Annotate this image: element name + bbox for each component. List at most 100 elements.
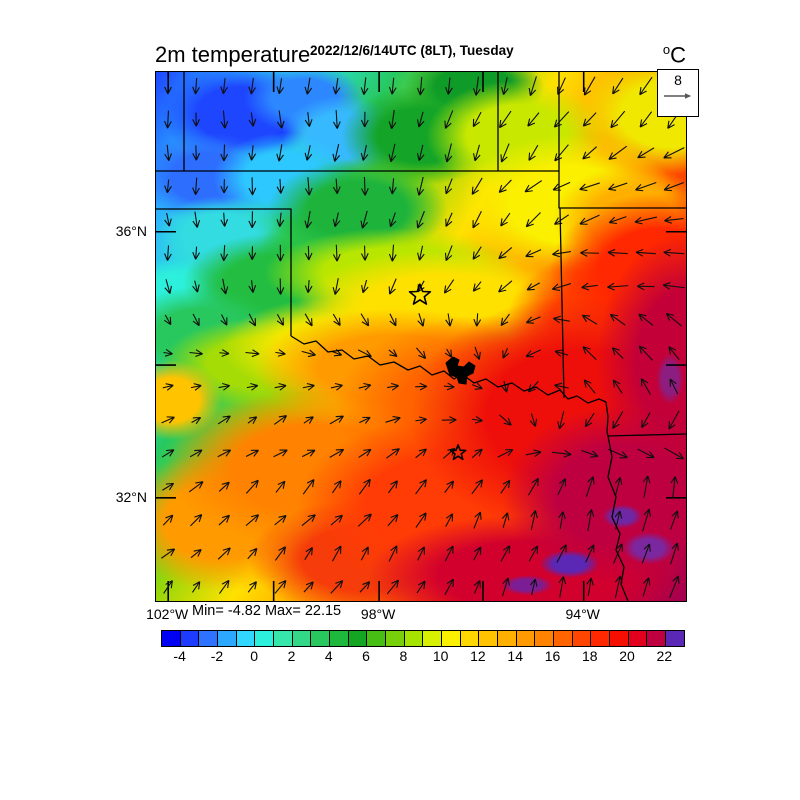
lat-label: 32°N [115, 488, 147, 505]
wind-vector [276, 212, 285, 227]
wind-vector [329, 415, 344, 425]
wind-vector [248, 77, 256, 95]
wind-vector [331, 545, 342, 562]
wind-vector [276, 278, 285, 295]
wind-vector [387, 514, 399, 527]
colorbar-cell [348, 631, 368, 646]
wind-vector [357, 513, 372, 527]
wind-vector [188, 481, 204, 493]
wind-vector [642, 508, 651, 532]
wind-vector [557, 77, 566, 95]
wind-vector [358, 448, 372, 458]
colorbar-cell [274, 631, 293, 646]
wind-reference-arrow-icon [664, 93, 691, 99]
wind-vector [444, 348, 453, 358]
wind-vector [191, 581, 201, 593]
wind-vector [614, 476, 623, 497]
wind-vector [301, 514, 316, 527]
wind-vector [332, 278, 341, 295]
wind-reference-box: 8 [657, 69, 699, 117]
wind-vector [192, 177, 200, 196]
colorbar-tick-labels: -4 -2 0 2 4 6 8 10 12 14 16 18 20 22 [161, 648, 683, 666]
wind-vector [220, 212, 229, 227]
colorbar-cell [591, 631, 611, 646]
colorbar-cell [572, 631, 592, 646]
wind-vector [275, 349, 286, 357]
wind-vector [612, 77, 624, 95]
colorbar-cell [535, 631, 555, 646]
wind-vector [445, 212, 453, 227]
wind-vector [332, 77, 341, 95]
colorbar-cell [610, 631, 629, 646]
wind-vector [276, 313, 284, 326]
wind-vector [189, 449, 203, 458]
wind-vector [192, 280, 200, 293]
wind-vector [217, 449, 232, 458]
wind-vector [444, 480, 455, 493]
wind-vector [360, 77, 369, 96]
wind-vector [386, 579, 400, 595]
wind-vector [245, 514, 260, 527]
wind-vector [388, 77, 397, 95]
wind-vector [220, 78, 228, 95]
wind-vector [664, 216, 684, 224]
wind-vector [331, 480, 342, 494]
wind-vector [499, 414, 512, 426]
wind-vector [498, 247, 513, 260]
wind-vector [502, 348, 510, 359]
wind-vector [273, 415, 288, 425]
wind-vector [527, 477, 539, 496]
wind-vector [665, 312, 682, 327]
wind-vector [445, 77, 453, 95]
wind-vector [580, 249, 600, 257]
wind-vector [608, 145, 628, 160]
wind-vector [500, 545, 511, 562]
wind-vector [332, 110, 341, 129]
colorbar-cell [554, 631, 573, 646]
wind-vector [218, 481, 230, 492]
wind-vector [607, 248, 628, 257]
wind-vector [500, 479, 511, 494]
wind-vector [473, 313, 482, 327]
colorbar-cell [628, 631, 648, 646]
wind-vector [192, 246, 201, 260]
wind-vector [164, 144, 172, 162]
wind-vector [245, 479, 259, 494]
wind-vector [388, 143, 397, 163]
wind-vector [304, 112, 313, 127]
wind-vector [220, 278, 229, 295]
wind-vector [444, 578, 454, 596]
wind-vector [529, 578, 538, 596]
wind-reference-value: 8 [674, 72, 682, 88]
wind-vector [581, 282, 598, 291]
wind-vector [634, 216, 658, 225]
wind-vector [388, 178, 397, 195]
wind-vector [276, 178, 285, 194]
wind-vector [248, 211, 257, 229]
colorbar-tick-label: 16 [544, 648, 561, 664]
colorbar-tick-label: 12 [470, 648, 486, 664]
colorbar-tick-label: 8 [399, 648, 408, 664]
wind-vector [501, 380, 509, 393]
wind-vector [557, 410, 565, 430]
wind-vector [473, 579, 481, 594]
wind-vector [669, 378, 679, 395]
wind-vector [611, 347, 624, 360]
wind-vector [386, 448, 400, 459]
wind-vector [220, 110, 229, 129]
wind-vector [472, 111, 482, 128]
wind-vector [525, 349, 541, 358]
wind-vector [664, 447, 685, 460]
wind-vector [641, 543, 651, 564]
wind-vector [552, 181, 571, 191]
wind-vector [443, 382, 455, 391]
wind-vector [388, 212, 397, 228]
map-canvas [155, 71, 687, 602]
wind-vector [579, 182, 600, 192]
wind-vector [585, 544, 595, 563]
wind-vector [387, 480, 398, 494]
wind-vector [162, 514, 174, 526]
wind-vector [416, 76, 425, 96]
wind-vector [389, 313, 397, 327]
wind-vector [582, 346, 597, 361]
